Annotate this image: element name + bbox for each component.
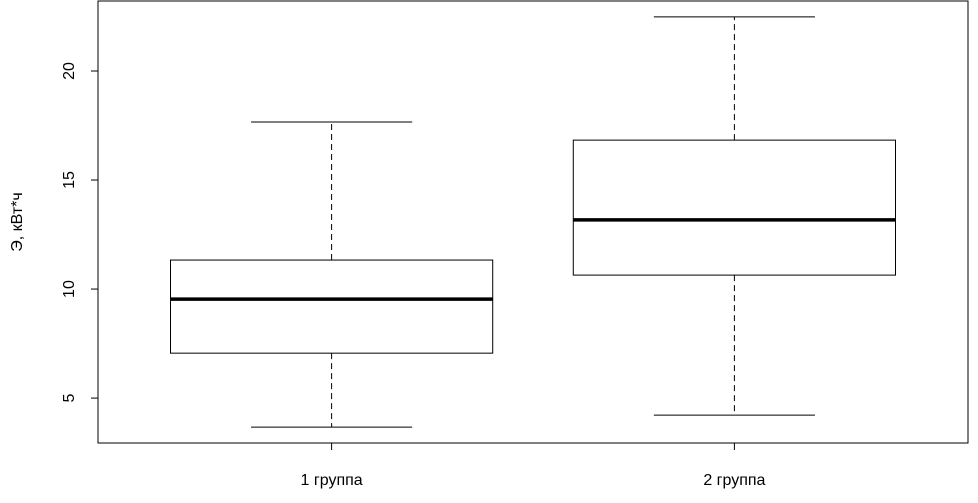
box	[572, 139, 896, 276]
y-axis-label: Э, кВт*ч	[9, 192, 26, 251]
x-tick-label: 1 группа	[301, 472, 363, 489]
box	[170, 259, 494, 354]
y-tick-label: 10	[61, 280, 78, 298]
y-tick-label: 20	[61, 62, 78, 80]
y-tick-label: 15	[61, 171, 78, 189]
y-tick-label: 5	[61, 394, 78, 403]
x-tick-label: 2 группа	[703, 472, 765, 489]
